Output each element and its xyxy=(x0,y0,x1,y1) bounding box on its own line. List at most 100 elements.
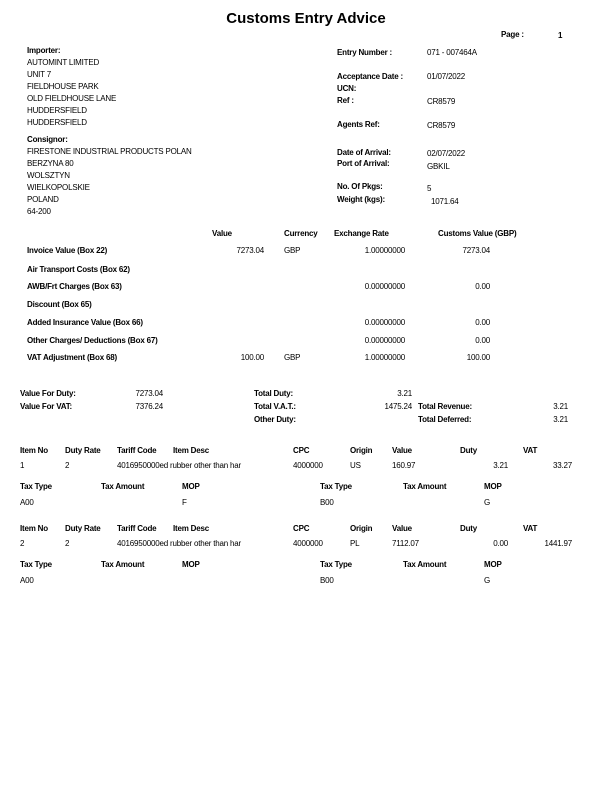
item-header: Tariff Code xyxy=(117,446,157,455)
importer-line: FIELDHOUSE PARK xyxy=(27,82,99,91)
page-number: 1 xyxy=(558,31,563,40)
total-deferred-label: Total Deferred: xyxy=(418,415,472,424)
item-header: Value xyxy=(392,524,412,533)
port-of-arrival-value: GBKIL xyxy=(427,162,450,171)
tax-header: Tax Type xyxy=(20,560,52,569)
tax-header: Tax Type xyxy=(320,482,352,491)
valuation-row-customs: 0.00 xyxy=(475,336,490,345)
valuation-row-currency: GBP xyxy=(284,353,301,362)
tax-header: Tax Type xyxy=(320,560,352,569)
valuation-row-rate: 0.00000000 xyxy=(364,318,405,327)
tax-header: Tax Amount xyxy=(101,560,145,569)
valuation-row-rate: 1.00000000 xyxy=(364,353,405,362)
item-header: Value xyxy=(392,446,412,455)
item-header: Duty xyxy=(460,446,477,455)
valuation-row-label: Other Charges/ Deductions (Box 67) xyxy=(27,336,158,345)
value-for-vat-label: Value For VAT: xyxy=(20,402,73,411)
item-header: Origin xyxy=(350,446,373,455)
tax-mop: G xyxy=(484,576,491,585)
item-value: 7112.07 xyxy=(392,539,419,548)
valuation-row-rate: 0.00000000 xyxy=(364,336,405,345)
tax-header: Tax Amount xyxy=(101,482,145,491)
tax-header: MOP xyxy=(182,560,200,569)
item-header: CPC xyxy=(293,524,310,533)
tax-header: MOP xyxy=(182,482,200,491)
valuation-row-label: Invoice Value (Box 22) xyxy=(27,246,108,255)
valuation-row-label: Added Insurance Value (Box 66) xyxy=(27,318,143,327)
acceptance-date-value: 01/07/2022 xyxy=(427,72,466,81)
item-header: Tariff Code xyxy=(117,524,157,533)
item-header: Item No xyxy=(20,524,48,533)
item-cpc: 4000000 xyxy=(293,461,323,470)
tax-type: A00 xyxy=(20,576,34,585)
item-header: Item Desc xyxy=(173,524,209,533)
item-header: Duty Rate xyxy=(65,446,101,455)
value-for-duty-value: 7273.04 xyxy=(135,389,163,398)
ref-value: CR8579 xyxy=(427,97,456,106)
item-vat: 1441.97 xyxy=(544,539,572,548)
item-origin: US xyxy=(350,461,361,470)
valuation-row-customs: 0.00 xyxy=(475,318,490,327)
valuation-row-label: AWB/Frt Charges (Box 63) xyxy=(27,282,122,291)
valuation-row-label: Discount (Box 65) xyxy=(27,300,92,309)
total-revenue-label: Total Revenue: xyxy=(418,402,472,411)
entry-number-label: Entry Number : xyxy=(337,48,392,57)
item-cpc: 4000000 xyxy=(293,539,323,548)
consignor-line: FIRESTONE INDUSTRIAL PRODUCTS POLAN xyxy=(27,147,192,156)
value-for-vat-value: 7376.24 xyxy=(135,402,163,411)
acceptance-date-label: Acceptance Date : xyxy=(337,72,403,81)
weight-label: Weight (kgs): xyxy=(337,195,385,204)
page-label: Page : xyxy=(501,30,524,39)
valuation-row-customs: 0.00 xyxy=(475,282,490,291)
item-header: Duty Rate xyxy=(65,524,101,533)
port-of-arrival-label: Port of Arrival: xyxy=(337,159,390,168)
item-duty: 0.00 xyxy=(493,539,508,548)
tax-mop: G xyxy=(484,498,491,507)
tax-header: Tax Amount xyxy=(403,482,447,491)
weight-value: 1071.64 xyxy=(431,197,459,206)
valuation-row-label: Air Transport Costs (Box 62) xyxy=(27,265,130,274)
agents-ref-label: Agents Ref: xyxy=(337,120,380,129)
valuation-row-rate: 1.00000000 xyxy=(364,246,405,255)
valuation-row-customs: 100.00 xyxy=(466,353,490,362)
entry-number-value: 071 - 007464A xyxy=(427,48,477,57)
total-vat-label: Total V.A.T.: xyxy=(254,402,296,411)
consignor-line: WOLSZTYN xyxy=(27,171,70,180)
item-header: Item No xyxy=(20,446,48,455)
consignor-line: 64-200 xyxy=(27,207,51,216)
no-of-pkgs-label: No. Of Pkgs: xyxy=(337,182,383,191)
total-revenue-value: 3.21 xyxy=(553,402,568,411)
item-no: 1 xyxy=(20,461,25,470)
other-duty-label: Other Duty: xyxy=(254,415,296,424)
tax-header: MOP xyxy=(484,560,502,569)
valuation-header-value: Value xyxy=(212,229,232,238)
tax-type: A00 xyxy=(20,498,34,507)
item-header: Item Desc xyxy=(173,446,209,455)
valuation-header-currency: Currency xyxy=(284,229,318,238)
item-duty-rate: 2 xyxy=(65,539,70,548)
total-duty-label: Total Duty: xyxy=(254,389,293,398)
item-no: 2 xyxy=(20,539,25,548)
importer-line: HUDDERSFIELD xyxy=(27,118,87,127)
item-tariff-desc: 4016950000ed rubber other than har xyxy=(117,539,241,548)
item-tariff-desc: 4016950000ed rubber other than har xyxy=(117,461,241,470)
valuation-row-rate: 0.00000000 xyxy=(364,282,405,291)
item-header: Origin xyxy=(350,524,373,533)
consignor-line: WIELKOPOLSKIE xyxy=(27,183,90,192)
tax-header: Tax Amount xyxy=(403,560,447,569)
item-header: VAT xyxy=(523,524,538,533)
date-of-arrival-label: Date of Arrival: xyxy=(337,148,391,157)
no-of-pkgs-value: 5 xyxy=(427,184,432,193)
tax-header: Tax Type xyxy=(20,482,52,491)
valuation-row-value: 100.00 xyxy=(240,353,264,362)
total-vat-value: 1475.24 xyxy=(384,402,412,411)
item-header: VAT xyxy=(523,446,538,455)
valuation-row-value: 7273.04 xyxy=(236,246,264,255)
consignor-line: POLAND xyxy=(27,195,59,204)
importer-line: UNIT 7 xyxy=(27,70,51,79)
item-vat: 33.27 xyxy=(552,461,572,470)
tax-type: B00 xyxy=(320,576,334,585)
total-deferred-value: 3.21 xyxy=(553,415,568,424)
ucn-label: UCN: xyxy=(337,84,357,93)
